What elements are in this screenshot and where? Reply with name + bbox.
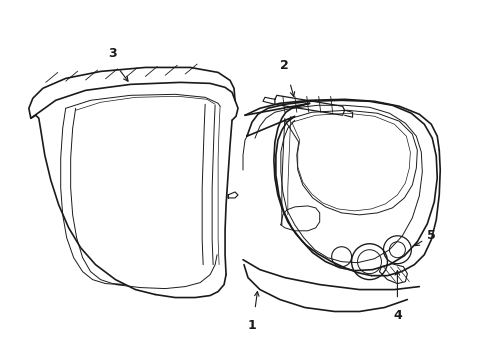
Text: 5: 5 xyxy=(427,229,435,242)
Text: 2: 2 xyxy=(280,59,288,72)
Text: 3: 3 xyxy=(108,48,117,60)
Text: 4: 4 xyxy=(392,310,401,323)
Text: 1: 1 xyxy=(247,319,256,332)
